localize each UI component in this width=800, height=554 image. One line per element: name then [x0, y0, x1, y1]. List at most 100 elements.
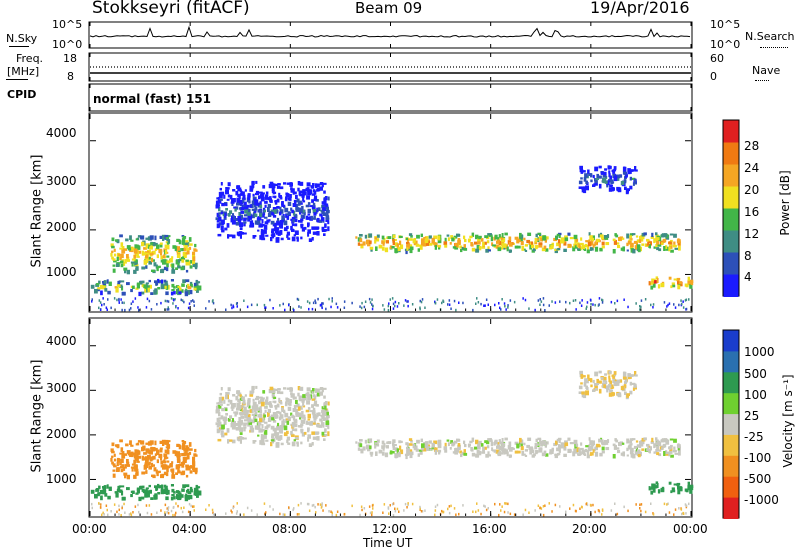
velocity-cell-2	[556, 438, 560, 442]
velocity-cell-0	[116, 461, 119, 467]
power-cell-5	[307, 208, 311, 214]
velocity-cell-2	[399, 449, 404, 455]
velocity-cell-1	[132, 490, 135, 494]
power-cell-2	[673, 244, 677, 248]
power-colorbar-band	[723, 208, 739, 231]
velocity-cell-1	[119, 489, 123, 493]
power-cell-2	[558, 243, 561, 248]
xtick-1: 04:00	[172, 522, 207, 536]
velocity-cell-5	[319, 393, 323, 396]
power-cell-2	[655, 244, 658, 248]
power-cell-5	[220, 191, 225, 196]
velocity-cell-2	[599, 439, 604, 443]
velocity-speckle	[164, 511, 166, 514]
velocity-cell-2	[578, 448, 581, 454]
velocity-colorbar-band	[723, 455, 739, 478]
velocity-cell-2	[564, 442, 569, 447]
power-speckle	[579, 301, 581, 305]
power-cell-5	[239, 233, 242, 239]
power-cell-5	[224, 227, 228, 231]
velocity-cell-4	[649, 487, 654, 490]
power-cell-1	[170, 291, 174, 296]
velocity-cell-3	[598, 388, 602, 394]
velocity-cell-2	[639, 451, 642, 457]
power-cell-0	[149, 245, 153, 250]
power-cell-5	[227, 234, 230, 239]
velocity-cell-5	[311, 404, 314, 408]
power-cell-1	[130, 288, 133, 293]
velocity-speckle	[403, 509, 405, 512]
velocity-cell-5	[285, 418, 288, 423]
power-cell-2	[635, 235, 639, 238]
power-cell-0	[153, 262, 157, 267]
velocity-cell-5	[280, 442, 284, 446]
velocity-speckle	[279, 512, 281, 516]
power-speckle	[91, 298, 93, 301]
velocity-cell-1	[143, 489, 147, 494]
power-cell-5	[300, 218, 304, 222]
power-cell-2	[620, 247, 623, 251]
velocity-cell-0	[174, 451, 177, 457]
power-cell-3	[623, 179, 627, 184]
power-cell-1	[153, 289, 157, 295]
power-cell-5	[322, 212, 327, 216]
velocity-cell-5	[259, 428, 263, 433]
power-cell-5	[264, 201, 268, 204]
power-cell-1	[165, 291, 169, 296]
power-cell-5	[246, 204, 250, 208]
velocity-speckle	[164, 503, 167, 507]
velocity-cell-0	[138, 455, 142, 459]
velocity-speckle	[598, 509, 600, 513]
velocity-speckle	[91, 506, 93, 510]
power-cell-2	[368, 233, 373, 238]
velocity-cell-5	[279, 411, 282, 415]
velocity-cell-5	[242, 399, 246, 405]
velocity-cell-2	[492, 449, 496, 452]
velocity-cell-2	[626, 454, 629, 457]
velocity-cell-1	[136, 488, 140, 494]
power-cell-0	[113, 248, 116, 252]
power-cell-5	[249, 186, 254, 190]
velocity-cell-4	[678, 486, 682, 490]
power-ytick-4000: 4000	[46, 126, 77, 140]
velocity-cell-5	[307, 427, 310, 433]
power-cell-5	[284, 207, 289, 213]
power-speckle	[99, 301, 102, 304]
power-cell-5	[311, 185, 314, 189]
velocity-speckle	[650, 502, 652, 505]
power-cell-5	[289, 194, 292, 198]
power-cell-0	[130, 261, 135, 264]
velocity-cell-5	[229, 415, 233, 419]
velocity-speckle	[293, 507, 295, 510]
velocity-speckle	[121, 505, 123, 508]
power-cell-5	[312, 202, 316, 207]
power-cell-4	[673, 278, 678, 281]
velocity-cell-2	[544, 443, 547, 448]
velocity-cell-2	[661, 439, 665, 443]
velocity-cell-2	[370, 453, 373, 457]
power-cell-5	[319, 213, 323, 217]
power-speckle	[128, 308, 131, 312]
power-speckle	[360, 306, 363, 310]
power-cell-0	[165, 241, 168, 244]
velocity-cbar-tick-3: 25	[744, 409, 760, 423]
velocity-cell-2	[428, 440, 432, 444]
power-cell-5	[269, 199, 273, 203]
power-cell-4	[648, 281, 651, 286]
velocity-speckle	[684, 503, 687, 506]
velocity-cell-0	[152, 464, 155, 467]
velocity-speckle	[389, 504, 391, 507]
power-speckle	[601, 301, 604, 304]
power-cell-0	[133, 248, 138, 254]
power-colorbar-band	[723, 252, 739, 275]
velocity-cell-4	[672, 489, 676, 493]
velocity-cell-2	[408, 443, 413, 446]
power-speckle	[396, 305, 399, 308]
velocity-cell-0	[115, 468, 120, 472]
power-cell-2	[622, 246, 625, 252]
velocity-cell-2	[613, 444, 617, 450]
velocity-cell-2	[516, 443, 520, 449]
power-speckle	[170, 297, 173, 300]
velocity-cell-2	[526, 444, 530, 449]
velocity-cell-0	[113, 453, 116, 457]
